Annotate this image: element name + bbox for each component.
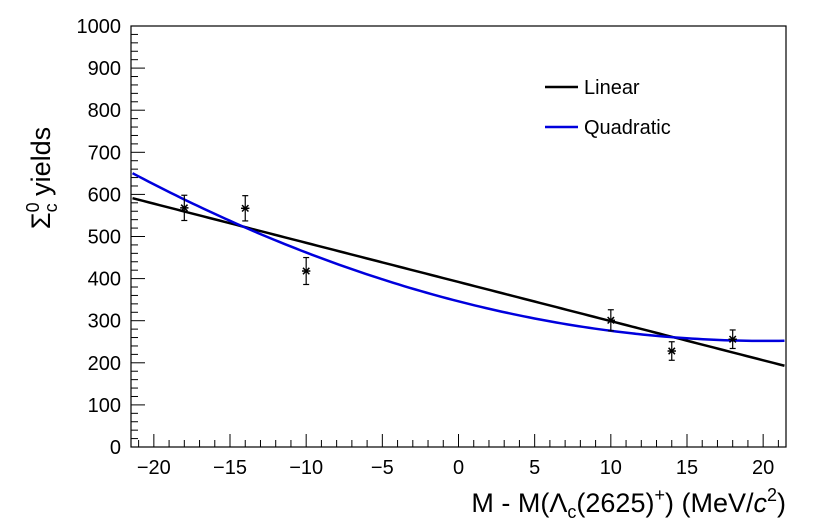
- x-tick-label: −10: [289, 457, 323, 479]
- y-tick-label: 600: [88, 184, 121, 206]
- x-tick-label: 10: [600, 457, 622, 479]
- y-tick-label: 1000: [77, 16, 122, 38]
- x-tick-label: 15: [676, 457, 698, 479]
- x-tick-label: 5: [529, 457, 540, 479]
- legend-label-linear: Linear: [584, 77, 640, 99]
- x-tick-label: 20: [752, 457, 774, 479]
- data-points: [180, 194, 737, 361]
- y-tick-label: 500: [88, 227, 121, 249]
- y-tick-label: 400: [88, 269, 121, 291]
- y-tick-label: 800: [88, 100, 121, 122]
- x-tick-label: −5: [371, 457, 394, 479]
- y-tick-label: 300: [88, 311, 121, 333]
- x-tick-label: 0: [453, 457, 464, 479]
- y-tick-label: 100: [88, 395, 121, 417]
- y-tick-label: 200: [88, 353, 121, 375]
- fit-curve-quadratic: [131, 172, 785, 343]
- y-tick-label: 700: [88, 142, 121, 164]
- legend: Linear Quadratic: [545, 77, 671, 139]
- x-axis-title: M - M(Λc(2625)+) (MeV/c2): [471, 485, 786, 522]
- x-tick-label: −20: [137, 457, 171, 479]
- x-tick-label: −15: [213, 457, 247, 479]
- axis-ticks: [131, 25, 779, 448]
- fit-curves: [131, 172, 785, 367]
- y-tick-label: 0: [110, 437, 121, 459]
- legend-label-quadratic: Quadratic: [584, 117, 671, 139]
- y-tick-label: 900: [88, 58, 121, 80]
- y-axis-title: Σ0c yields: [23, 127, 61, 229]
